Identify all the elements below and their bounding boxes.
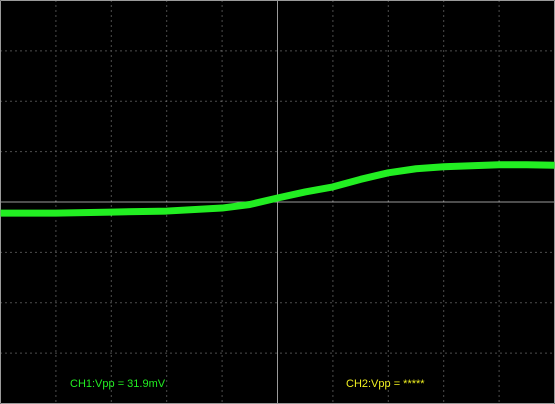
ch2-readout: CH2:Vpp = *****	[346, 378, 425, 390]
trace	[0, 161, 555, 217]
ch1-readout: CH1:Vpp = 31.9mV	[70, 378, 166, 390]
